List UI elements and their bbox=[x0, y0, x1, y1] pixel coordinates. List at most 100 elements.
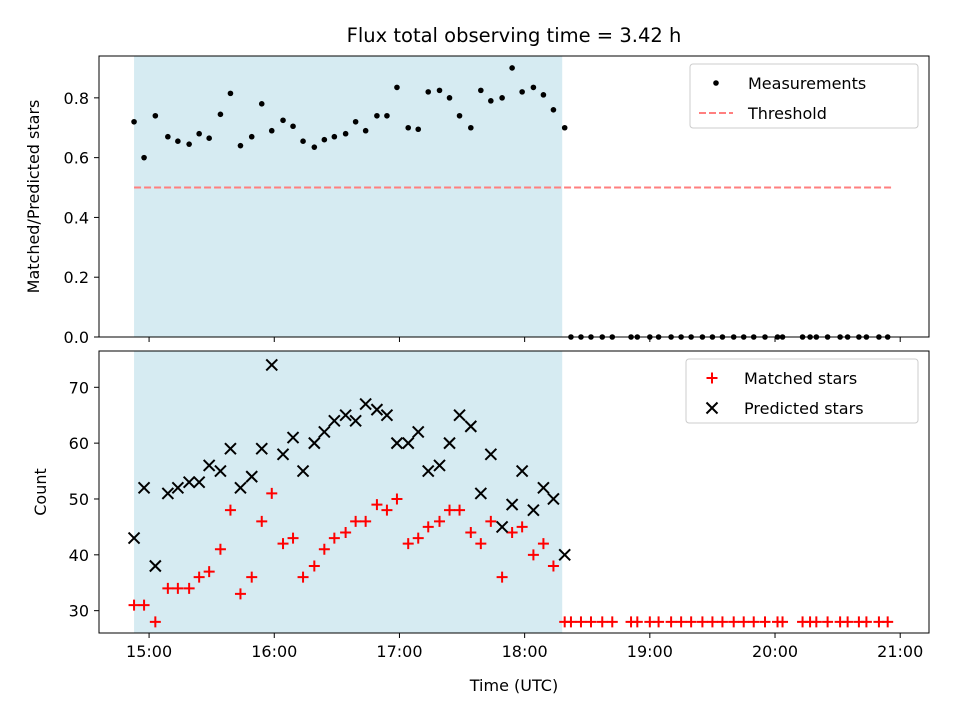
legend-label: Matched stars bbox=[744, 369, 857, 388]
data-point bbox=[297, 571, 309, 583]
data-point bbox=[402, 436, 415, 450]
data-point bbox=[509, 65, 515, 71]
data-point bbox=[390, 436, 404, 450]
legend-label: Threshold bbox=[747, 104, 827, 123]
data-point bbox=[193, 571, 205, 583]
y-tick-label: 0.0 bbox=[64, 328, 89, 347]
data-point bbox=[444, 504, 456, 516]
data-point bbox=[822, 616, 834, 628]
data-point bbox=[370, 403, 384, 416]
data-point bbox=[328, 414, 341, 428]
y-tick-label: 60 bbox=[69, 434, 89, 453]
data-point bbox=[565, 616, 577, 628]
data-point bbox=[728, 616, 740, 628]
data-point bbox=[478, 87, 484, 94]
data-point bbox=[515, 464, 529, 478]
y-tick-label: 0.6 bbox=[64, 149, 89, 168]
data-point bbox=[321, 136, 328, 143]
x-tick-label: 19:00 bbox=[627, 642, 673, 661]
data-point bbox=[374, 112, 380, 119]
data-point bbox=[206, 135, 212, 142]
x-tick-label: 21:00 bbox=[877, 642, 923, 661]
data-point bbox=[485, 515, 497, 527]
data-point bbox=[318, 425, 331, 439]
data-point bbox=[665, 616, 677, 628]
legend-label: Measurements bbox=[748, 74, 866, 93]
data-point bbox=[196, 130, 202, 137]
data-point bbox=[162, 582, 174, 594]
y-tick-label: 40 bbox=[69, 546, 89, 565]
y-tick-label: 50 bbox=[69, 490, 89, 509]
data-point bbox=[371, 499, 383, 511]
data-point bbox=[287, 532, 299, 544]
data-point bbox=[425, 89, 432, 95]
data-point bbox=[342, 130, 349, 137]
data-point bbox=[575, 616, 587, 628]
data-point bbox=[527, 549, 539, 561]
panel-2: 30 40 50 60 70 15:00 16:00 17:00 18:00 19:00 20:00… bbox=[31, 350, 930, 661]
data-point bbox=[286, 431, 300, 444]
data-point bbox=[234, 588, 246, 600]
y-tick-label: 30 bbox=[69, 602, 89, 621]
data-point bbox=[422, 521, 434, 533]
y-axis-label: Matched/Predicted stars bbox=[24, 100, 43, 294]
data-point bbox=[547, 560, 559, 572]
panel-1: 0.0 0.2 0.4 0.6 0.8 Matched/Predicted stars Me… bbox=[24, 55, 930, 347]
data-point bbox=[340, 526, 352, 538]
legend-marker bbox=[706, 372, 718, 384]
data-point bbox=[224, 442, 237, 455]
x-tick-label: 17:00 bbox=[376, 642, 422, 661]
data-point bbox=[474, 487, 488, 500]
data-point bbox=[161, 487, 175, 500]
data-point bbox=[530, 84, 537, 91]
data-point bbox=[561, 124, 568, 131]
data-point bbox=[311, 144, 318, 150]
data-point bbox=[352, 118, 359, 125]
observing-span bbox=[134, 351, 563, 633]
data-point bbox=[171, 481, 185, 495]
data-point bbox=[454, 504, 466, 516]
data-point bbox=[810, 616, 822, 628]
x-tick-label: 20:00 bbox=[752, 642, 798, 661]
y-tick-label: 0.4 bbox=[64, 208, 89, 227]
data-point bbox=[412, 532, 424, 544]
data-point bbox=[540, 92, 547, 98]
data-point bbox=[137, 481, 151, 495]
data-point bbox=[296, 464, 310, 478]
x-tick-label: 18:00 bbox=[502, 642, 548, 661]
data-point bbox=[394, 84, 400, 91]
data-point bbox=[141, 154, 147, 161]
data-point bbox=[412, 425, 425, 439]
data-point bbox=[350, 515, 362, 527]
data-point bbox=[468, 124, 474, 131]
data-point bbox=[280, 117, 286, 124]
y-tick-label: 0.8 bbox=[64, 89, 89, 108]
data-point bbox=[360, 515, 372, 527]
x-tick-label: 16:00 bbox=[251, 642, 297, 661]
data-point bbox=[433, 459, 446, 472]
data-point bbox=[192, 476, 206, 489]
y-axis-label: Count bbox=[31, 468, 50, 516]
legend: Matched stars Predicted stars bbox=[685, 358, 919, 424]
data-point bbox=[237, 142, 244, 149]
data-point bbox=[331, 133, 338, 140]
data-point bbox=[706, 616, 718, 628]
data-point bbox=[527, 503, 540, 517]
data-point bbox=[175, 138, 181, 144]
data-point bbox=[446, 95, 453, 101]
data-point bbox=[318, 543, 330, 555]
data-point bbox=[308, 436, 321, 450]
data-point bbox=[256, 515, 268, 527]
data-point bbox=[384, 112, 390, 119]
data-point bbox=[759, 616, 771, 628]
data-point bbox=[495, 520, 509, 534]
data-point bbox=[131, 118, 137, 125]
data-point bbox=[246, 571, 258, 583]
data-point bbox=[465, 526, 477, 538]
data-point bbox=[496, 571, 508, 583]
data-point bbox=[359, 397, 372, 411]
data-point bbox=[328, 532, 340, 544]
data-point bbox=[290, 123, 296, 130]
data-point bbox=[308, 560, 320, 572]
data-point bbox=[537, 538, 549, 550]
